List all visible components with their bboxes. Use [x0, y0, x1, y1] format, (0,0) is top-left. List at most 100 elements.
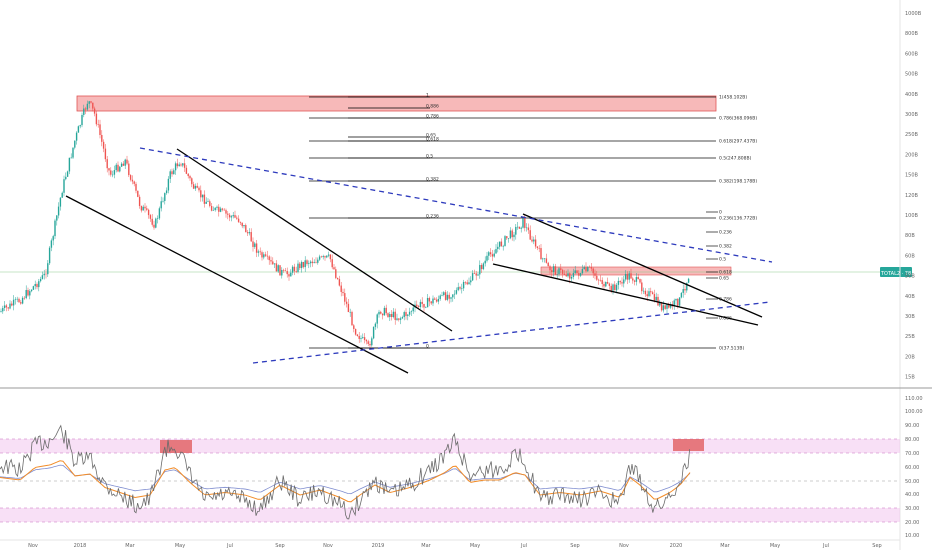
candle-body — [524, 218, 526, 228]
candle-body — [241, 222, 243, 227]
candle-body — [639, 279, 641, 283]
candle-body — [153, 224, 155, 228]
time-tick-label: May — [470, 543, 480, 549]
candle-body — [482, 263, 485, 270]
candle-body — [201, 194, 204, 198]
candle-body — [273, 263, 276, 265]
candle-body — [592, 268, 594, 274]
price-tick-label: 25B — [905, 334, 915, 340]
channel-upper-line[interactable] — [176, 148, 453, 332]
wedge-upper-line[interactable] — [522, 213, 763, 318]
candle-body — [408, 311, 411, 315]
candle-body — [295, 271, 297, 272]
candle-body — [196, 185, 198, 188]
rsi-tick-label: 30.00 — [905, 506, 919, 512]
candle-body — [590, 267, 593, 269]
support-zone[interactable] — [540, 266, 732, 276]
fib-right-label: 0.618(297.437B) — [719, 139, 757, 145]
price-tick-label: 100B — [905, 213, 919, 219]
dashed-support-line[interactable] — [252, 301, 771, 364]
time-tick-label: 2019 — [372, 543, 385, 549]
rsi-highlight-2018[interactable] — [160, 440, 192, 453]
fib-right-label: 1(458.102B) — [719, 95, 747, 101]
candle-body — [140, 205, 143, 211]
candle-body — [336, 277, 339, 280]
candle-body — [198, 187, 200, 191]
fib-left-label: 0.65 — [426, 133, 436, 139]
candle-body — [299, 263, 301, 269]
candle-body — [633, 280, 636, 282]
candle-body — [390, 314, 393, 318]
candle-body — [669, 303, 672, 308]
candle-body — [178, 164, 180, 167]
candle-body — [173, 170, 175, 175]
candle-body — [358, 336, 360, 339]
rsi-tick-label: 110.00 — [905, 396, 923, 402]
candle-body — [317, 259, 319, 263]
time-tick-label: Nov — [619, 543, 629, 549]
candle-body — [95, 113, 98, 125]
candle-body — [56, 215, 58, 221]
candle-body — [677, 298, 679, 306]
candle-body — [255, 243, 258, 253]
candle-body — [466, 282, 468, 285]
candle-body — [11, 303, 13, 306]
candle-body — [57, 206, 60, 216]
candle-body — [475, 273, 477, 276]
price-tick-label: 60B — [905, 253, 915, 259]
candle-body — [459, 287, 461, 289]
candle-body — [464, 281, 467, 283]
candle-body — [371, 338, 373, 346]
candle-body — [642, 290, 645, 292]
candle-body — [666, 304, 668, 309]
fib-retracement-right[interactable]: 1(458.102B) 0.786(368.096B) 0.618(297.437B… — [309, 95, 757, 352]
candle-body — [579, 273, 582, 276]
time-tick-label: Mar — [720, 543, 730, 549]
candle-body — [565, 274, 567, 277]
candle-body — [495, 249, 497, 254]
candle-body — [171, 171, 173, 175]
candle-body — [606, 281, 609, 284]
candle-body — [230, 216, 233, 218]
candle-body — [392, 311, 395, 318]
candle-body — [356, 334, 359, 337]
candle-body — [83, 108, 85, 115]
candle-body — [473, 273, 476, 274]
candle-body — [129, 175, 132, 180]
candle-body — [518, 226, 521, 229]
rsi-highlight-2020[interactable] — [673, 439, 704, 451]
candle-body — [378, 311, 380, 315]
candle-body — [306, 260, 308, 265]
price-axis: 1000B 800B 600B 500B 400B 300B 250B 200B 150B 120… — [905, 11, 922, 381]
candle-body — [189, 176, 191, 179]
candle-body — [513, 234, 515, 238]
candle-body — [205, 201, 207, 204]
channel-lower-line[interactable] — [65, 195, 409, 374]
wedge-lower-line[interactable] — [492, 263, 759, 326]
candle-body — [662, 305, 665, 311]
candle-body — [441, 295, 443, 296]
candle-body — [185, 167, 188, 174]
dashed-resistance-line[interactable] — [139, 147, 773, 263]
candle-body — [583, 267, 585, 270]
candle-body — [149, 215, 152, 219]
candle-body — [380, 311, 382, 314]
candle-body — [176, 163, 179, 167]
candle-body — [381, 313, 384, 316]
candle-body — [61, 192, 63, 198]
candle-body — [443, 292, 445, 296]
candle-body — [86, 103, 89, 110]
candle-body — [137, 190, 139, 197]
candle-body — [79, 125, 81, 127]
resistance-zone[interactable] — [76, 95, 717, 112]
candle-body — [106, 159, 108, 169]
price-tick-label: 500B — [905, 72, 919, 78]
candle-body — [290, 272, 292, 277]
candle-body — [538, 248, 540, 249]
candle-body — [191, 178, 193, 185]
candle-body — [248, 232, 251, 234]
candle-body — [644, 290, 647, 295]
